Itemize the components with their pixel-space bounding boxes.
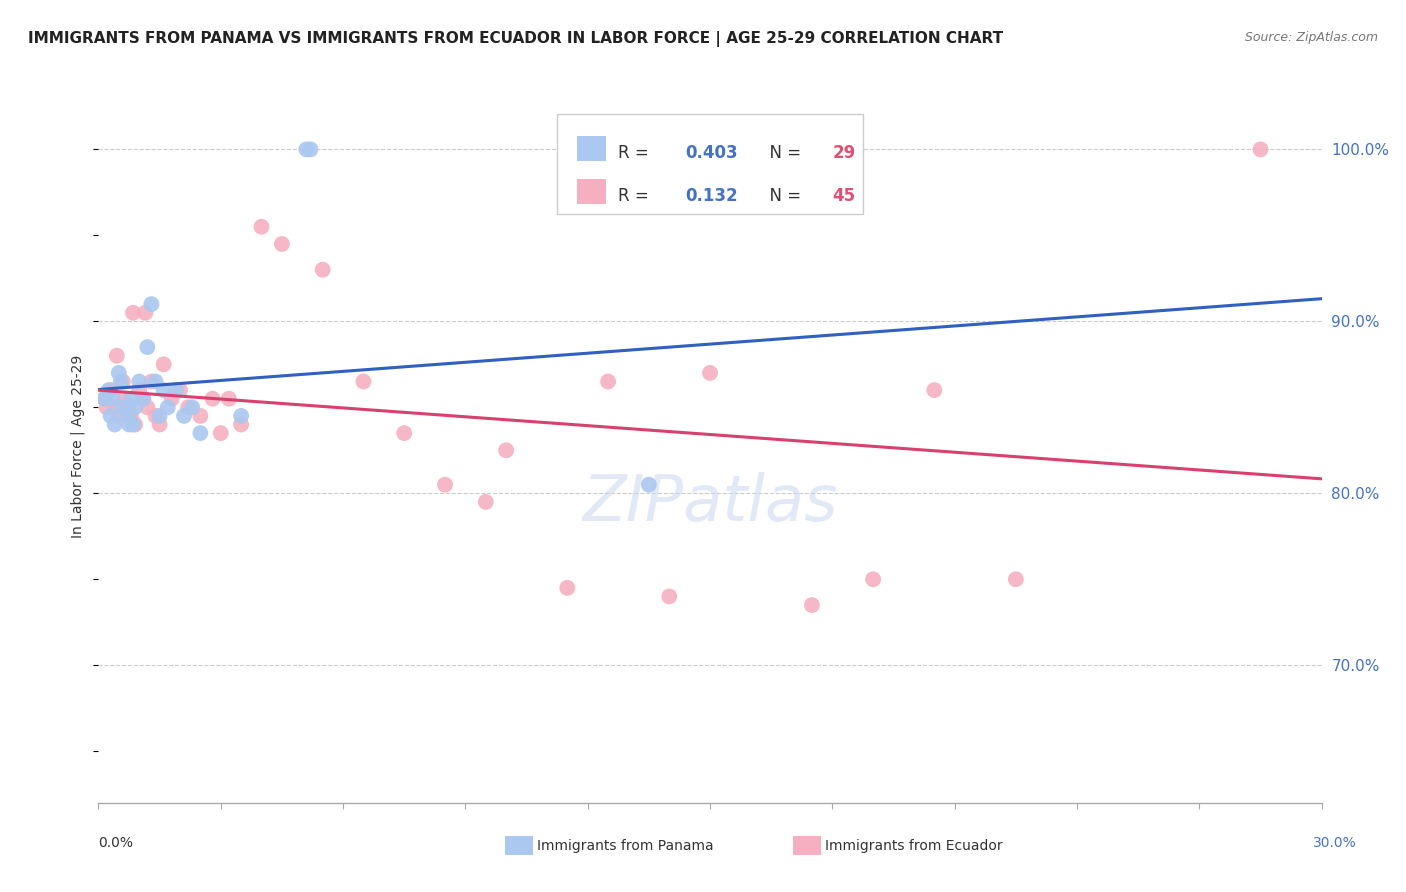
- Point: [101, 392, 124, 406]
- Point: [93, 392, 115, 406]
- Point: [114, 392, 136, 406]
- Point: [120, 392, 142, 406]
- Point: [132, 392, 155, 406]
- Text: 29: 29: [832, 145, 856, 162]
- Text: 30.0%: 30.0%: [1313, 836, 1357, 850]
- Point: [433, 477, 456, 491]
- Point: [801, 598, 824, 612]
- Text: ZIPatlas: ZIPatlas: [582, 472, 838, 534]
- Point: [104, 417, 127, 432]
- Point: [152, 357, 174, 371]
- Point: [495, 443, 517, 458]
- Text: Immigrants from Ecuador: Immigrants from Ecuador: [825, 838, 1002, 853]
- Point: [93, 392, 115, 406]
- Point: [100, 383, 122, 397]
- Point: [188, 426, 212, 441]
- Point: [122, 306, 145, 320]
- Point: [108, 366, 131, 380]
- Point: [188, 409, 212, 423]
- Point: [638, 477, 661, 491]
- Point: [295, 142, 318, 156]
- Point: [169, 383, 191, 397]
- Point: [115, 409, 138, 423]
- Text: N =: N =: [759, 145, 806, 162]
- Point: [270, 236, 294, 251]
- Text: N =: N =: [759, 186, 806, 205]
- Point: [201, 392, 224, 406]
- Point: [132, 392, 155, 406]
- Point: [557, 581, 579, 595]
- Point: [699, 366, 721, 380]
- Point: [922, 383, 945, 397]
- Point: [149, 417, 172, 432]
- Point: [122, 417, 145, 432]
- Point: [165, 383, 187, 397]
- Point: [108, 409, 131, 423]
- Text: IMMIGRANTS FROM PANAMA VS IMMIGRANTS FROM ECUADOR IN LABOR FORCE | AGE 25-29 COR: IMMIGRANTS FROM PANAMA VS IMMIGRANTS FRO…: [28, 31, 1004, 47]
- Point: [1004, 572, 1026, 586]
- Point: [124, 401, 146, 415]
- Point: [152, 383, 174, 397]
- Point: [105, 349, 128, 363]
- Point: [231, 417, 253, 432]
- Point: [141, 375, 163, 389]
- Text: R =: R =: [619, 145, 654, 162]
- Point: [352, 375, 374, 389]
- Point: [96, 401, 118, 415]
- Point: [658, 590, 681, 604]
- Point: [104, 401, 127, 415]
- Point: [141, 297, 163, 311]
- Text: 0.132: 0.132: [686, 186, 738, 205]
- Point: [134, 306, 156, 320]
- Point: [250, 219, 273, 234]
- Point: [120, 409, 142, 423]
- Point: [177, 401, 200, 415]
- Point: [149, 409, 172, 423]
- Point: [181, 401, 204, 415]
- Point: [474, 495, 498, 509]
- Point: [118, 401, 141, 415]
- Point: [111, 401, 134, 415]
- Point: [100, 409, 122, 423]
- Point: [145, 375, 167, 389]
- Y-axis label: In Labor Force | Age 25-29: In Labor Force | Age 25-29: [70, 354, 86, 538]
- Text: Source: ZipAtlas.com: Source: ZipAtlas.com: [1244, 31, 1378, 45]
- Text: Immigrants from Panama: Immigrants from Panama: [537, 838, 714, 853]
- Point: [97, 383, 120, 397]
- Point: [231, 409, 253, 423]
- Point: [1249, 142, 1271, 156]
- Point: [128, 383, 150, 397]
- FancyBboxPatch shape: [557, 114, 863, 214]
- Point: [118, 417, 141, 432]
- FancyBboxPatch shape: [576, 178, 606, 203]
- Point: [128, 375, 150, 389]
- Text: R =: R =: [619, 186, 659, 205]
- Point: [218, 392, 240, 406]
- Point: [111, 375, 134, 389]
- Text: 0.403: 0.403: [686, 145, 738, 162]
- Point: [312, 262, 335, 277]
- Point: [136, 401, 159, 415]
- Point: [136, 340, 159, 354]
- Text: 0.0%: 0.0%: [98, 836, 134, 850]
- Point: [156, 401, 179, 415]
- Point: [110, 375, 132, 389]
- Point: [299, 142, 322, 156]
- Point: [392, 426, 416, 441]
- Point: [124, 417, 146, 432]
- Point: [160, 392, 183, 406]
- Point: [862, 572, 884, 586]
- Text: 45: 45: [832, 186, 855, 205]
- Point: [596, 375, 619, 389]
- FancyBboxPatch shape: [576, 136, 606, 161]
- Point: [173, 409, 195, 423]
- Point: [145, 409, 167, 423]
- Point: [209, 426, 232, 441]
